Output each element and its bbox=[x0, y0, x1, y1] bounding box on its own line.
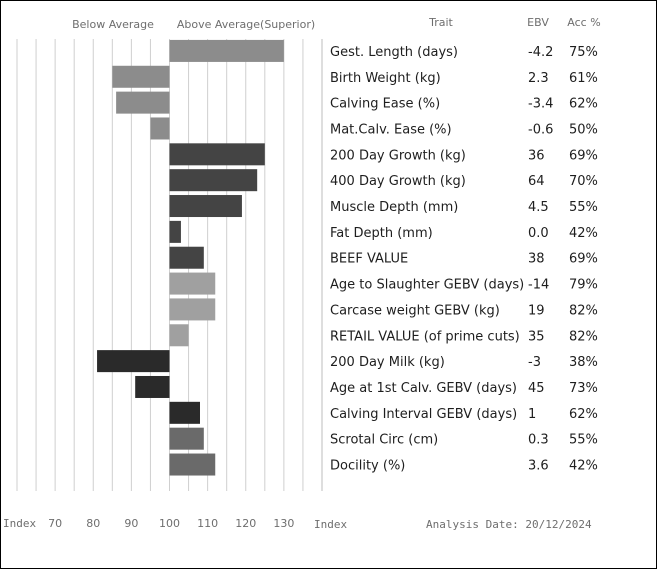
bars bbox=[97, 39, 284, 476]
trait-label: RETAIL VALUE (of prime cuts) bbox=[330, 329, 520, 344]
trait-label: Age to Slaughter GEBV (days) bbox=[330, 278, 524, 293]
ebv-value: 4.5 bbox=[528, 200, 549, 215]
index-label-left: Index bbox=[3, 517, 36, 530]
ebv-value: 45 bbox=[528, 381, 545, 396]
index-bar bbox=[169, 220, 181, 243]
acc-value: 75% bbox=[569, 45, 598, 60]
ebv-value: 64 bbox=[528, 174, 545, 189]
ebv-column-header: EBV bbox=[527, 16, 549, 29]
ebv-value: 36 bbox=[528, 148, 545, 163]
ebv-value: 35 bbox=[528, 329, 545, 344]
trait-label: Age at 1st Calv. GEBV (days) bbox=[330, 381, 517, 396]
trait-label: Mat.Calv. Ease (%) bbox=[330, 122, 452, 137]
acc-value: 79% bbox=[569, 278, 598, 293]
above-average-label: Above Average(Superior) bbox=[177, 18, 315, 31]
acc-value: 82% bbox=[569, 303, 598, 318]
index-bar bbox=[169, 272, 216, 295]
acc-value: 73% bbox=[569, 381, 598, 396]
index-bar bbox=[150, 117, 170, 140]
trait-label: Birth Weight (kg) bbox=[330, 71, 441, 86]
trait-label: 200 Day Growth (kg) bbox=[330, 148, 466, 163]
acc-value: 69% bbox=[569, 148, 598, 163]
trait-label: Fat Depth (mm) bbox=[330, 226, 433, 241]
acc-value: 38% bbox=[569, 355, 598, 370]
index-bar bbox=[169, 453, 216, 476]
ebv-value: -14 bbox=[528, 278, 549, 293]
analysis-date: Analysis Date: 20/12/2024 bbox=[426, 518, 592, 531]
trait-label: BEEF VALUE bbox=[330, 252, 408, 267]
index-bar bbox=[169, 169, 258, 192]
acc-value: 62% bbox=[569, 407, 598, 422]
acc-value: 82% bbox=[569, 329, 598, 344]
trait-label: 400 Day Growth (kg) bbox=[330, 174, 466, 189]
ebv-value: 38 bbox=[528, 252, 545, 267]
x-tick-label: 80 bbox=[86, 517, 100, 530]
x-tick-label: 120 bbox=[235, 517, 256, 530]
index-bar bbox=[169, 39, 284, 62]
acc-value: 50% bbox=[569, 122, 598, 137]
trait-label: 200 Day Milk (kg) bbox=[330, 355, 445, 370]
x-tick-label: 90 bbox=[124, 517, 138, 530]
ebv-value: 2.3 bbox=[528, 71, 549, 86]
acc-value: 55% bbox=[569, 200, 598, 215]
x-axis-ticks: 70 80 90 100 110 120 130 bbox=[48, 517, 294, 530]
ebv-value: -4.2 bbox=[528, 45, 553, 60]
acc-column-header: Acc % bbox=[567, 16, 600, 29]
trait-label: Scrotal Circ (cm) bbox=[330, 433, 438, 448]
acc-value: 62% bbox=[569, 97, 598, 112]
x-tick-label: 110 bbox=[197, 517, 218, 530]
index-bar bbox=[169, 298, 216, 321]
ebv-value: 19 bbox=[528, 303, 545, 318]
trait-label: Calving Interval GEBV (days) bbox=[330, 407, 517, 422]
index-bar bbox=[135, 375, 170, 398]
x-tick-label: 130 bbox=[273, 517, 294, 530]
index-bar bbox=[169, 324, 189, 347]
x-tick-label: 100 bbox=[159, 517, 180, 530]
trait-label: Docility (%) bbox=[330, 459, 405, 474]
index-bar bbox=[169, 143, 265, 166]
index-bar bbox=[97, 350, 170, 373]
trait-table: Gest. Length (days) -4.2 75% Birth Weight (… bbox=[330, 45, 598, 474]
acc-value: 69% bbox=[569, 252, 598, 267]
acc-value: 55% bbox=[569, 433, 598, 448]
acc-value: 61% bbox=[569, 71, 598, 86]
acc-value: 42% bbox=[569, 226, 598, 241]
ebv-value: 0.3 bbox=[528, 433, 549, 448]
acc-value: 70% bbox=[569, 174, 598, 189]
ebv-value: 3.6 bbox=[528, 459, 549, 474]
ebv-value: -3.4 bbox=[528, 97, 553, 112]
index-bar bbox=[169, 195, 242, 218]
ebv-value: -0.6 bbox=[528, 122, 553, 137]
ebv-value: -3 bbox=[528, 355, 541, 370]
below-average-label: Below Average bbox=[72, 18, 154, 31]
index-bar bbox=[169, 401, 200, 424]
x-tick-label: 70 bbox=[48, 517, 62, 530]
index-bar bbox=[116, 91, 170, 114]
trait-label: Carcase weight GEBV (kg) bbox=[330, 303, 500, 318]
ebv-value: 0.0 bbox=[528, 226, 549, 241]
trait-label: Calving Ease (%) bbox=[330, 97, 440, 112]
trait-label: Gest. Length (days) bbox=[330, 45, 458, 60]
index-bar bbox=[169, 427, 204, 450]
ebv-value: 1 bbox=[528, 407, 536, 422]
trait-label: Muscle Depth (mm) bbox=[330, 200, 458, 215]
trait-column-header: Trait bbox=[428, 16, 453, 29]
acc-value: 42% bbox=[569, 459, 598, 474]
index-bar bbox=[112, 65, 170, 88]
index-bar bbox=[169, 246, 204, 269]
index-label-right: Index bbox=[314, 518, 347, 531]
